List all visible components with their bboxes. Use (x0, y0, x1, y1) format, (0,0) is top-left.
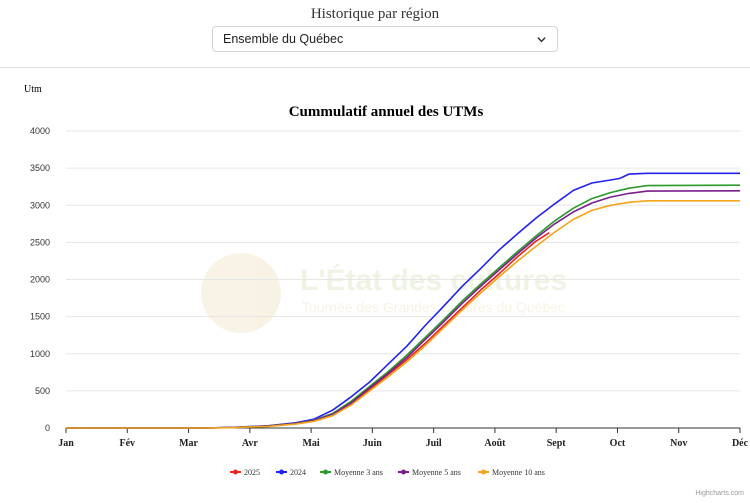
y-tick-label: 0 (45, 423, 50, 433)
legend-item[interactable]: 2025 (230, 468, 260, 477)
region-select-value: Ensemble du Québec (223, 32, 344, 46)
legend-label: Moyenne 5 ans (412, 468, 461, 477)
legend-marker (481, 469, 486, 475)
x-tick-label: Jan (58, 438, 74, 449)
x-tick-label: Sept (547, 438, 567, 449)
watermark-logo (201, 253, 281, 333)
chart-title: Cummulatif annuel des UTMs (289, 104, 484, 120)
header-divider (0, 67, 750, 68)
x-tick-label: Nov (670, 438, 687, 449)
watermark-subtitle: Tournée des Grandes Cultures du Québec (302, 299, 565, 315)
x-tick-label: Mai (302, 438, 319, 449)
y-tick-label: 3000 (30, 200, 50, 210)
legend-label: 2025 (244, 468, 260, 477)
legend-label: Moyenne 10 ans (492, 468, 545, 477)
y-tick-label: 500 (35, 386, 50, 396)
legend-marker (323, 469, 328, 475)
legend-item[interactable]: Moyenne 10 ans (478, 468, 545, 477)
series-line-0[interactable] (66, 232, 550, 429)
x-axis: Jan Fév Mar Avr Mai Juin Juil Août Sept Oct Nov Déc (58, 427, 749, 449)
legend-item[interactable]: Moyenne 3 ans (320, 468, 383, 477)
y-axis-title: Utm (24, 84, 42, 95)
legend-marker (401, 469, 406, 475)
x-tick-label: Oct (610, 438, 626, 449)
x-tick-label: Août (484, 438, 506, 449)
x-tick-label: Avr (242, 438, 258, 449)
page-title: Historique par région (310, 6, 440, 22)
y-axis: 0 500 1000 1500 2000 2500 3000 3500 4000 (30, 126, 50, 433)
x-tick-label: Déc (732, 438, 749, 449)
y-tick-label: 2500 (30, 237, 50, 247)
series-line-4[interactable] (66, 200, 740, 429)
chevron-down-icon (537, 37, 546, 43)
legend-marker (279, 469, 284, 475)
legend-item[interactable]: 2024 (276, 468, 306, 477)
legend-marker (233, 469, 238, 475)
x-tick-label: Juin (363, 438, 382, 449)
legend-label: Moyenne 3 ans (334, 468, 383, 477)
y-tick-label: 4000 (30, 126, 50, 136)
grid (66, 130, 740, 429)
region-select[interactable]: Ensemble du Québec (212, 26, 558, 52)
legend-label: 2024 (290, 468, 306, 477)
y-tick-label: 1000 (30, 349, 50, 359)
x-tick-label: Fév (119, 438, 135, 449)
utm-chart: L'État des cultures Tournée des Grandes … (24, 84, 749, 497)
x-tick-label: Juil (426, 438, 442, 449)
series-group (66, 172, 741, 429)
credit: Highcharts.com (695, 490, 744, 497)
y-tick-label: 2000 (30, 275, 50, 285)
legend-item[interactable]: Moyenne 5 ans (398, 468, 461, 477)
y-tick-label: 1500 (30, 312, 50, 322)
x-tick-label: Mar (179, 438, 198, 449)
legend: 2025 2024 Moyenne 3 ans Moyenne 5 ans Moyenn… (230, 468, 545, 477)
y-tick-label: 3500 (30, 163, 50, 173)
